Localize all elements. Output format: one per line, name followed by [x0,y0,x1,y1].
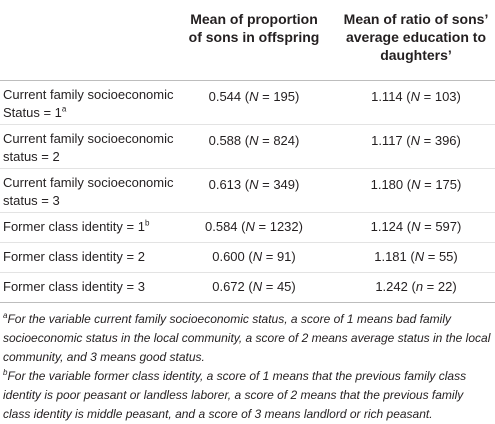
footnote-a: aFor the variable current family socioec… [3,311,491,365]
row-label: Current family socioeconomic status = 3 [3,175,174,208]
cell-proportion: 0.600 (N = 91) [212,249,296,264]
table-row: Former class identity = 3 0.672 (N = 45)… [0,273,495,303]
cell-ratio: 1.181 (N = 55) [374,249,458,264]
cell-ratio: 1.124 (N = 597) [370,219,462,234]
footnote-b: bFor the variable former class identity,… [3,368,467,422]
cell-ratio: 1.117 (N = 396) [371,133,461,148]
header-education-ratio: Mean of ratio of sons’ average education… [343,11,489,63]
cell-proportion: 0.588 (N = 824) [208,133,300,148]
data-table: Mean of proportion of sons in offspring … [0,0,495,303]
header-proportion-sons: Mean of proportion of sons in offspring [188,11,320,45]
table-header: Mean of proportion of sons in offspring … [0,0,495,81]
cell-proportion: 0.613 (N = 349) [208,177,300,192]
row-label: Current family socioeconomic Status = 1a [3,87,174,120]
table-row: Current family socioeconomic Status = 1a… [0,81,495,125]
table-row: Current family socioeconomic status = 2 … [0,125,495,169]
cell-proportion: 0.672 (N = 45) [212,279,296,294]
row-label: Former class identity = 2 [3,249,145,264]
cell-ratio: 1.114 (N = 103) [371,89,461,104]
table-footnotes: aFor the variable current family socioec… [3,310,493,424]
cell-proportion: 0.584 (N = 1232) [205,219,303,234]
cell-proportion: 0.544 (N = 195) [208,89,300,104]
table-row: Current family socioeconomic status = 3 … [0,169,495,213]
cell-ratio: 1.242 (n = 22) [375,279,457,294]
table-row: Former class identity = 1b 0.584 (N = 12… [0,213,495,243]
row-label: Current family socioeconomic status = 2 [3,131,174,164]
row-label: Former class identity = 1b [3,218,150,234]
cell-ratio: 1.180 (N = 175) [370,177,462,192]
table-row: Former class identity = 2 0.600 (N = 91)… [0,243,495,273]
row-label: Former class identity = 3 [3,279,145,294]
